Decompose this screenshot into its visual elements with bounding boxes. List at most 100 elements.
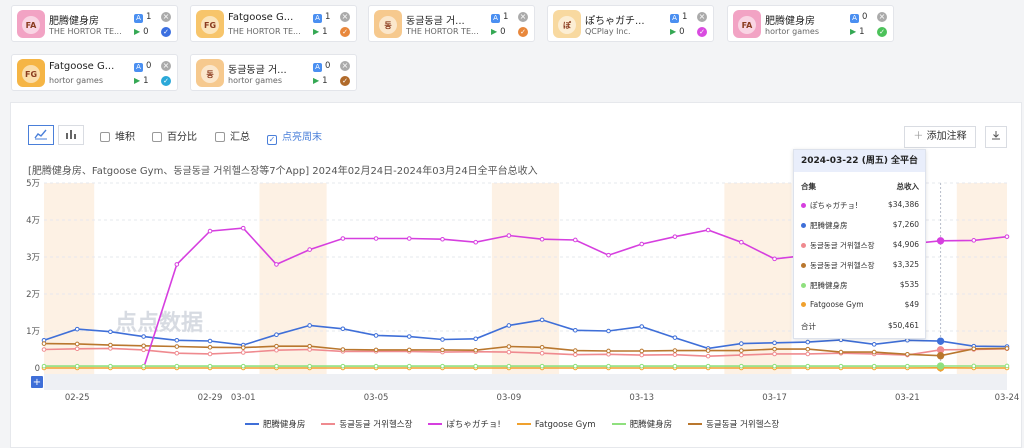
check-icon[interactable]: ✓	[518, 27, 528, 37]
data-point	[739, 239, 744, 245]
check-icon[interactable]: ✓	[340, 27, 350, 37]
legend-swatch	[428, 423, 443, 425]
remove-icon[interactable]: ×	[161, 12, 171, 22]
app-icon-label: FA	[742, 21, 754, 30]
legend-label: Fatgoose Gym	[534, 420, 596, 430]
data-point	[539, 344, 545, 350]
data-point	[936, 351, 945, 360]
data-point	[905, 363, 910, 369]
data-point	[936, 362, 945, 370]
data-point	[74, 326, 80, 332]
data-point	[639, 348, 645, 354]
data-point	[639, 241, 645, 247]
android-count-value: 0	[679, 27, 685, 37]
series-color-dot	[801, 263, 806, 268]
data-point	[74, 346, 80, 352]
data-point	[240, 345, 246, 350]
data-point	[108, 342, 113, 348]
check-icon[interactable]: ✓	[161, 27, 171, 37]
check-icon[interactable]: ✓	[340, 76, 350, 86]
android-count-value: 0	[500, 27, 506, 37]
app-icon: FG	[196, 10, 224, 38]
weekend-checkbox[interactable]: ✓ 点亮周末	[267, 128, 322, 145]
data-point	[573, 363, 578, 369]
percent-checkbox[interactable]: 百分比	[152, 128, 197, 143]
data-point	[772, 346, 777, 352]
data-point	[373, 236, 379, 241]
tooltip-row: Fatgoose Gym $49	[801, 300, 919, 309]
app-card[interactable]: FA 肥腾健身房 THE HORTOR TE... A 1 ▶ 0 × ✓	[11, 5, 178, 42]
ios-count-value: 0	[325, 61, 331, 71]
app-icon: 동	[374, 10, 402, 38]
data-point	[971, 238, 977, 243]
legend-item[interactable]: 肥腾健身房	[244, 418, 305, 430]
data-point	[606, 348, 611, 354]
sum-checkbox[interactable]: 汇总	[215, 128, 250, 143]
legend-item[interactable]: 동글동글 거위헬스장	[688, 418, 779, 430]
data-point	[573, 352, 578, 357]
app-icon: FA	[733, 10, 761, 38]
data-point	[506, 233, 512, 238]
bar-chart-toggle-button[interactable]	[58, 125, 84, 145]
legend-item[interactable]: Fatgoose Gym	[516, 420, 596, 430]
remove-icon[interactable]: ×	[340, 61, 350, 71]
tooltip-row: 동글동글 거위헬스장 $4,906	[801, 240, 919, 251]
tooltip-row-value: $4,906	[892, 240, 919, 249]
app-card[interactable]: 동 동글동글 거... hortor games A 0 ▶ 1 × ✓	[190, 54, 357, 91]
x-tick-label: 02-29	[198, 393, 223, 403]
check-icon[interactable]: ✓	[877, 27, 887, 37]
x-tick-label: 03-09	[497, 393, 522, 403]
app-icon-label: ぽ	[563, 20, 572, 30]
google-play-icon: ▶	[134, 76, 141, 85]
data-point	[174, 350, 180, 356]
app-card[interactable]: ぽぽちゃガチ... QCPlay Inc. A 1 ▶ 0 × ✓	[547, 5, 714, 42]
app-card[interactable]: 동 동글동글 거... THE HORTOR TE... A 1 ▶ 0 × ✓	[368, 5, 535, 42]
tooltip-row-name: 肥腾健身房	[810, 281, 848, 290]
check-icon[interactable]: ✓	[161, 76, 171, 86]
remove-icon[interactable]: ×	[697, 12, 707, 22]
download-button[interactable]	[985, 126, 1007, 148]
data-point	[473, 239, 478, 245]
app-store-icon: A	[134, 14, 143, 23]
remove-icon[interactable]: ×	[877, 12, 887, 22]
legend-swatch	[688, 423, 703, 425]
legend-label: 동글동글 거위헬스장	[706, 420, 780, 430]
app-card[interactable]: FG Fatgoose G... hortor games A 0 ▶ 1 × ✓	[11, 54, 178, 91]
x-tick-label: 03-17	[762, 393, 787, 403]
data-point	[473, 347, 478, 353]
data-point	[971, 363, 977, 369]
ios-count-value: 1	[325, 12, 331, 22]
data-point	[373, 333, 379, 338]
remove-icon[interactable]: ×	[340, 12, 350, 22]
tooltip-row-name: 동글동글 거위헬스장	[810, 241, 875, 250]
data-point	[406, 347, 412, 353]
data-point	[772, 256, 777, 262]
legend-item[interactable]: 동글동글 거위헬스장	[321, 418, 412, 430]
remove-icon[interactable]: ×	[518, 12, 528, 22]
check-icon[interactable]: ✓	[697, 27, 707, 37]
add-note-button[interactable]: ＋ 添加注释	[904, 126, 976, 148]
ios-count-value: 0	[862, 12, 868, 22]
sum-label: 汇总	[230, 132, 250, 143]
data-point	[240, 225, 246, 231]
legend-item[interactable]: 肥腾健身房	[611, 418, 672, 430]
app-card[interactable]: FA 肥腾健身房 hortor games A 0 ▶ 1 × ✓	[727, 5, 894, 42]
remove-icon[interactable]: ×	[161, 61, 171, 71]
data-point	[871, 342, 877, 347]
app-card[interactable]: FG Fatgoose G... THE HORTOR TE... A 1 ▶ 1 × ✓	[190, 5, 357, 42]
tooltip-row-name: Fatgoose Gym	[810, 300, 864, 309]
tooltip-row-value: $3,325	[892, 260, 919, 269]
checkbox-box	[100, 132, 110, 142]
google-play-icon: ▶	[850, 27, 857, 36]
android-count-value: 1	[322, 76, 328, 86]
legend-item[interactable]: ぽちゃガチョ!	[428, 418, 501, 430]
bar-chart-icon	[64, 128, 78, 141]
line-chart-toggle-button[interactable]	[28, 125, 54, 145]
stack-checkbox[interactable]: 堆积	[100, 128, 135, 143]
x-tick-label: 03-13	[629, 393, 654, 403]
data-point	[1004, 234, 1010, 239]
android-count: ▶ 1	[850, 27, 865, 37]
data-point	[406, 363, 412, 369]
